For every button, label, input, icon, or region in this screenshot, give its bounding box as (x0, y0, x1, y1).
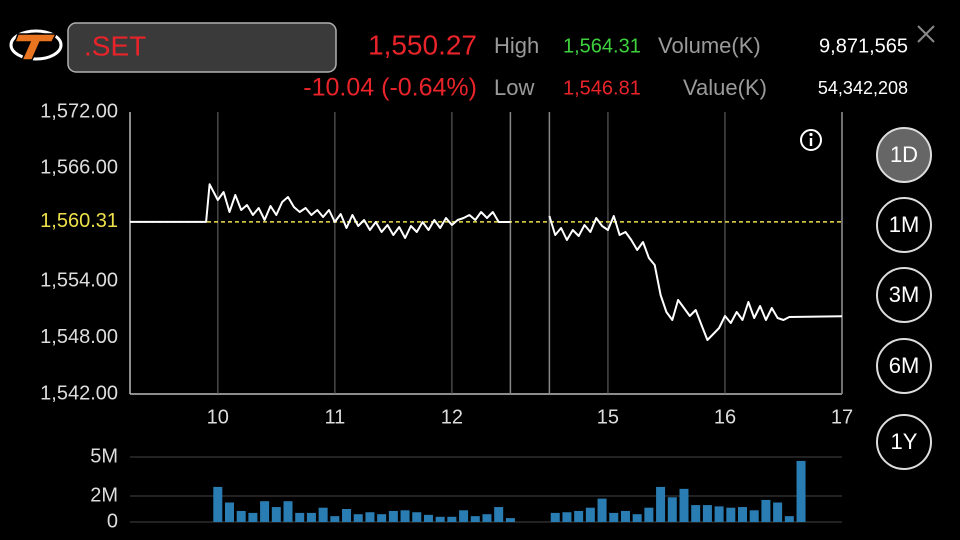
volume-bar (609, 512, 619, 522)
volume-bar (714, 506, 724, 522)
volume-bar (470, 516, 480, 522)
period-label[interactable]: 6M (889, 353, 920, 378)
volume-value: 9,871,565 (819, 35, 908, 57)
volume-bar (644, 507, 654, 522)
volume-bar (213, 486, 223, 522)
volume-bar (435, 516, 445, 522)
y-tick-label: 5M (90, 445, 118, 467)
period-button[interactable] (876, 338, 932, 394)
volume-bar (667, 497, 677, 522)
volume-bar (505, 518, 515, 522)
volume-bar (342, 509, 352, 522)
period-label[interactable]: 3M (889, 282, 920, 307)
info-icon[interactable] (800, 129, 822, 151)
volume-bar (691, 505, 701, 522)
logo (9, 29, 63, 61)
low-label: Low (494, 75, 534, 100)
volume-bar (597, 498, 607, 522)
x-tick-label: 15 (597, 406, 619, 428)
volume-bar (377, 514, 387, 522)
y-tick-label: 1,566.00 (40, 157, 118, 179)
period-label[interactable]: 1D (890, 142, 918, 167)
volume-bar (423, 514, 433, 522)
value-value: 54,342,208 (818, 78, 908, 98)
close-stroke (917, 25, 935, 43)
volume-bar (400, 510, 410, 522)
volume-label: Volume(K) (658, 33, 761, 58)
period-label[interactable]: 1M (889, 212, 920, 237)
y-tick-label: 1,548.00 (40, 326, 118, 348)
volume-bar (738, 507, 748, 522)
x-tick-label: 17 (831, 406, 853, 428)
volume-bar (773, 502, 783, 522)
volume-bar (306, 512, 316, 522)
volume-bar (632, 514, 642, 522)
price-line (130, 183, 843, 341)
value-label: Value(K) (683, 75, 767, 100)
volume-bar (260, 501, 270, 522)
volume-bar (271, 507, 281, 522)
last-price: 1,550.27 (368, 29, 477, 60)
volume-bar (295, 512, 305, 522)
price-change: -10.04 (-0.64%) (303, 74, 477, 102)
volume-bar (248, 512, 258, 522)
volume-bar (749, 510, 759, 522)
volume-bar (388, 510, 398, 522)
logo-ring (9, 29, 63, 61)
period-button[interactable] (876, 267, 932, 323)
volume-bar (283, 501, 293, 522)
period-label[interactable]: 1Y (891, 429, 918, 454)
volume-bar (412, 512, 422, 522)
volume-bar (550, 512, 560, 522)
volume-bar (353, 514, 363, 522)
volume-bar (679, 488, 689, 522)
info-ring (800, 129, 822, 151)
volume-bar (318, 507, 328, 522)
y-tick-label: 1,572.00 (40, 100, 118, 122)
volume-bar (702, 505, 712, 522)
high-label: High (494, 33, 539, 58)
volume-bar (784, 516, 794, 522)
close-button[interactable] (917, 25, 935, 43)
volume-bar (620, 510, 630, 522)
volume-bar (726, 507, 736, 522)
low-value: 1,546.81 (563, 77, 641, 99)
y-tick-label: 0 (107, 510, 118, 532)
volume-bar (236, 510, 246, 522)
x-tick-label: 12 (441, 406, 463, 428)
search-box[interactable] (67, 22, 337, 73)
y-tick-label: 2M (90, 484, 118, 506)
volume-bar (330, 516, 340, 522)
volume-bar (796, 460, 806, 522)
high-value: 1,564.31 (563, 35, 641, 57)
y-tick-label: 1,542.00 (40, 382, 118, 404)
volume-bar (482, 514, 492, 522)
x-tick-label: 16 (714, 406, 736, 428)
logo-mark (13, 33, 58, 61)
period-button[interactable] (876, 127, 932, 183)
y-tick-label: 1,554.00 (40, 269, 118, 291)
volume-bar (494, 507, 504, 522)
volume-bar (574, 510, 584, 522)
volume-bar (656, 486, 666, 522)
info-dot (809, 132, 813, 137)
period-button[interactable] (876, 197, 932, 253)
volume-bar (585, 507, 595, 522)
symbol[interactable]: .SET (84, 30, 146, 61)
period-button[interactable] (876, 414, 932, 470)
volume-bar (459, 510, 469, 522)
volume-bar (365, 512, 375, 522)
volume-bar (562, 512, 572, 522)
volume-bar (447, 516, 457, 522)
volume-bar (761, 499, 771, 522)
x-tick-label: 10 (207, 406, 229, 428)
reference-label: 1,560.31 (40, 210, 118, 232)
x-tick-label: 11 (324, 406, 345, 428)
volume-bar (224, 502, 234, 522)
